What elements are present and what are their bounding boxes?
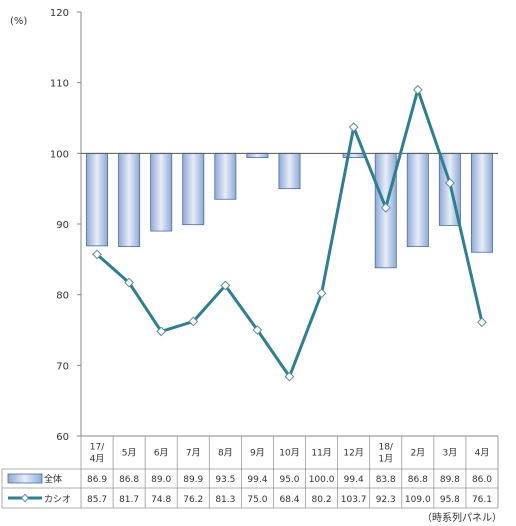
line-value-label: 80.2	[312, 495, 332, 505]
line-value-label: 92.3	[376, 495, 396, 505]
category-label: 1月	[378, 454, 393, 465]
line-marker	[92, 249, 102, 260]
category-label: 11月	[311, 448, 331, 459]
bar-value-label: 99.4	[247, 475, 267, 485]
line-marker	[444, 178, 455, 188]
category-label: 5月	[122, 448, 137, 459]
bar-value-label: 93.5	[215, 475, 235, 485]
line-marker	[477, 317, 487, 328]
y-tick-label: 70	[56, 361, 69, 372]
bar	[86, 152, 109, 247]
line-value-label: 95.8	[440, 495, 460, 505]
category-label: 9月	[250, 448, 265, 459]
line-marker	[284, 371, 295, 382]
bar	[342, 152, 365, 158]
line-value-label: 85.7	[87, 495, 107, 505]
bar	[118, 152, 141, 248]
category-label: 18/	[378, 443, 393, 453]
line-marker	[220, 280, 231, 291]
line-value-label: 76.1	[472, 495, 492, 505]
legend-label-line: カシオ	[44, 494, 71, 505]
line-marker	[124, 277, 135, 288]
y-tick-label: 100	[50, 149, 69, 160]
category-label: 3月	[443, 448, 458, 459]
line-marker	[188, 316, 199, 327]
category-label: 6月	[154, 448, 169, 459]
legend-line-marker	[20, 493, 30, 503]
bar-value-label: 99.4	[344, 475, 364, 485]
line-marker	[252, 325, 263, 335]
line-value-label: 75.0	[247, 495, 267, 505]
y-tick-label: 80	[56, 291, 69, 302]
bar-value-label: 100.0	[309, 475, 335, 485]
line-value-label: 81.7	[119, 495, 139, 505]
line-marker	[156, 326, 167, 337]
line-value-label: 74.8	[151, 495, 171, 505]
bar	[470, 152, 493, 253]
category-label: 8月	[218, 448, 233, 459]
bar-value-label: 89.0	[151, 475, 171, 485]
bar	[182, 152, 205, 226]
bar-value-label: 83.8	[376, 475, 396, 485]
bar	[278, 152, 301, 190]
line-value-label: 103.7	[341, 495, 367, 505]
legend-label-bar: 全体	[44, 473, 62, 485]
data-table: 17/4月 5月 6月 7月 8月 9月 10月 11月 12月 18/1月 2月 3月 4月全体カシオ…	[1, 436, 499, 509]
bar-value-label: 86.8	[119, 475, 139, 485]
plot-area: 60 70 80 90 100 110 120	[50, 8, 498, 443]
bar	[150, 152, 173, 232]
legend-bar-swatch	[7, 473, 43, 484]
category-label: 4月	[90, 454, 105, 465]
line-value-label: 68.4	[279, 495, 299, 505]
category-label: 4月	[475, 448, 490, 459]
bar-value-label: 86.0	[472, 475, 492, 485]
category-label: 12月	[343, 448, 363, 459]
bar-value-label: 89.9	[183, 475, 203, 485]
bar-value-label: 95.0	[279, 475, 299, 485]
bar-value-label: 86.8	[408, 475, 428, 485]
category-label: 17/	[90, 443, 105, 453]
y-axis-title: (%)	[10, 16, 27, 27]
line-value-label: 109.0	[405, 495, 431, 505]
line-value-label: 81.3	[215, 495, 235, 505]
category-label: 2月	[410, 448, 425, 459]
y-tick-label: 110	[50, 79, 69, 90]
category-label: 7月	[186, 448, 201, 459]
y-tick-label: 120	[50, 8, 69, 19]
bar-value-label: 89.8	[440, 475, 460, 485]
line-marker	[316, 288, 327, 299]
bar	[406, 152, 429, 248]
bar	[246, 152, 269, 158]
category-label: 10月	[279, 448, 299, 459]
bar	[214, 152, 237, 200]
y-tick-label: 60	[56, 432, 69, 443]
line-marker	[348, 122, 359, 133]
y-tick-label: 90	[56, 220, 69, 231]
line-value-label: 76.2	[183, 495, 203, 505]
bar-value-label: 86.9	[87, 475, 107, 485]
line-marker	[412, 84, 423, 95]
chart-note: （時系列パネル）	[422, 511, 502, 524]
line-marker	[380, 202, 391, 213]
